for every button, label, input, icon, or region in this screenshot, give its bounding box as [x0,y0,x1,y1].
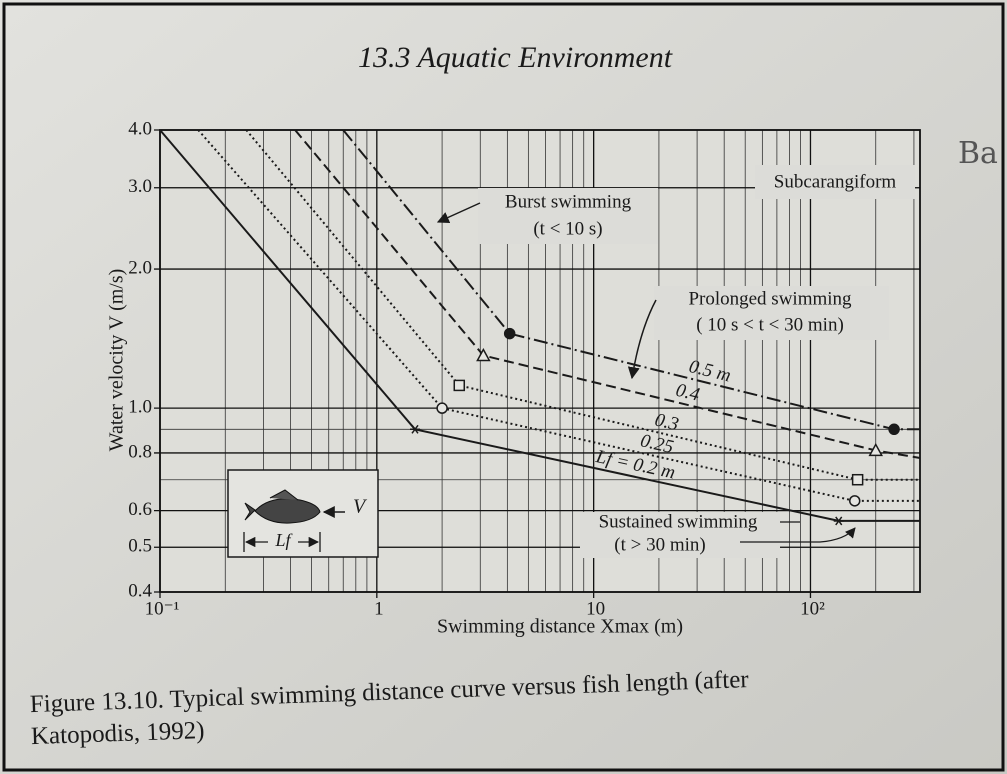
y-tick-label: 1.0 [128,397,152,418]
margin-note: Ba [958,136,998,171]
marker [889,424,899,434]
marker [437,403,447,413]
page-header: 13.3 Aquatic Environment [358,41,673,74]
annotation: Burst swimming [505,191,632,212]
annotation: ( 10 s < t < 30 min) [696,314,844,335]
annotation: Subcarangiform [774,171,897,192]
annotation: (t < 10 s) [533,218,602,239]
annotation: Sustained swimming [599,511,758,532]
y-tick-label: 4.0 [128,118,152,139]
y-tick-label: 2.0 [128,257,152,278]
y-tick-label: 0.4 [128,580,152,601]
chart: 13.3 Aquatic Environment Ba Figure 13.10… [0,0,1007,774]
y-tick-label: 0.5 [128,536,152,557]
y-tick-label: 0.8 [128,441,152,462]
y-axis-label: Water velocity V (m/s) [106,269,128,452]
x-tick-label: 1 [374,598,384,619]
annotation: (t > 30 min) [614,534,705,555]
y-tick-label: 3.0 [128,176,152,197]
marker [454,380,464,390]
x-tick-label: 10⁻¹ [145,598,180,619]
x-axis-label: Swimming distance Xmax (m) [437,616,683,638]
page: 13.3 Aquatic Environment Ba Figure 13.10… [0,0,1007,774]
x-tick-label: 10² [800,598,825,619]
marker [505,329,515,339]
annotation: Prolonged swimming [688,288,852,309]
inset: V Lf [228,470,378,557]
y-tick-label: 0.6 [128,499,152,520]
marker [850,496,860,506]
marker [853,475,863,485]
